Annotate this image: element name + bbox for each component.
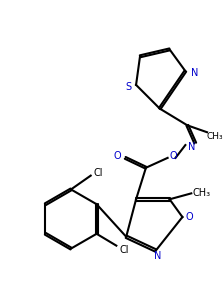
Text: N: N bbox=[191, 68, 198, 78]
Text: O: O bbox=[114, 151, 121, 161]
Text: N: N bbox=[187, 142, 195, 152]
Text: S: S bbox=[125, 82, 131, 92]
Text: Cl: Cl bbox=[119, 245, 129, 254]
Text: Cl: Cl bbox=[94, 168, 103, 178]
Text: O: O bbox=[170, 151, 177, 161]
Text: O: O bbox=[185, 212, 193, 222]
Text: CH₃: CH₃ bbox=[192, 188, 210, 198]
Text: N: N bbox=[154, 252, 162, 261]
Text: CH₃: CH₃ bbox=[207, 132, 223, 141]
